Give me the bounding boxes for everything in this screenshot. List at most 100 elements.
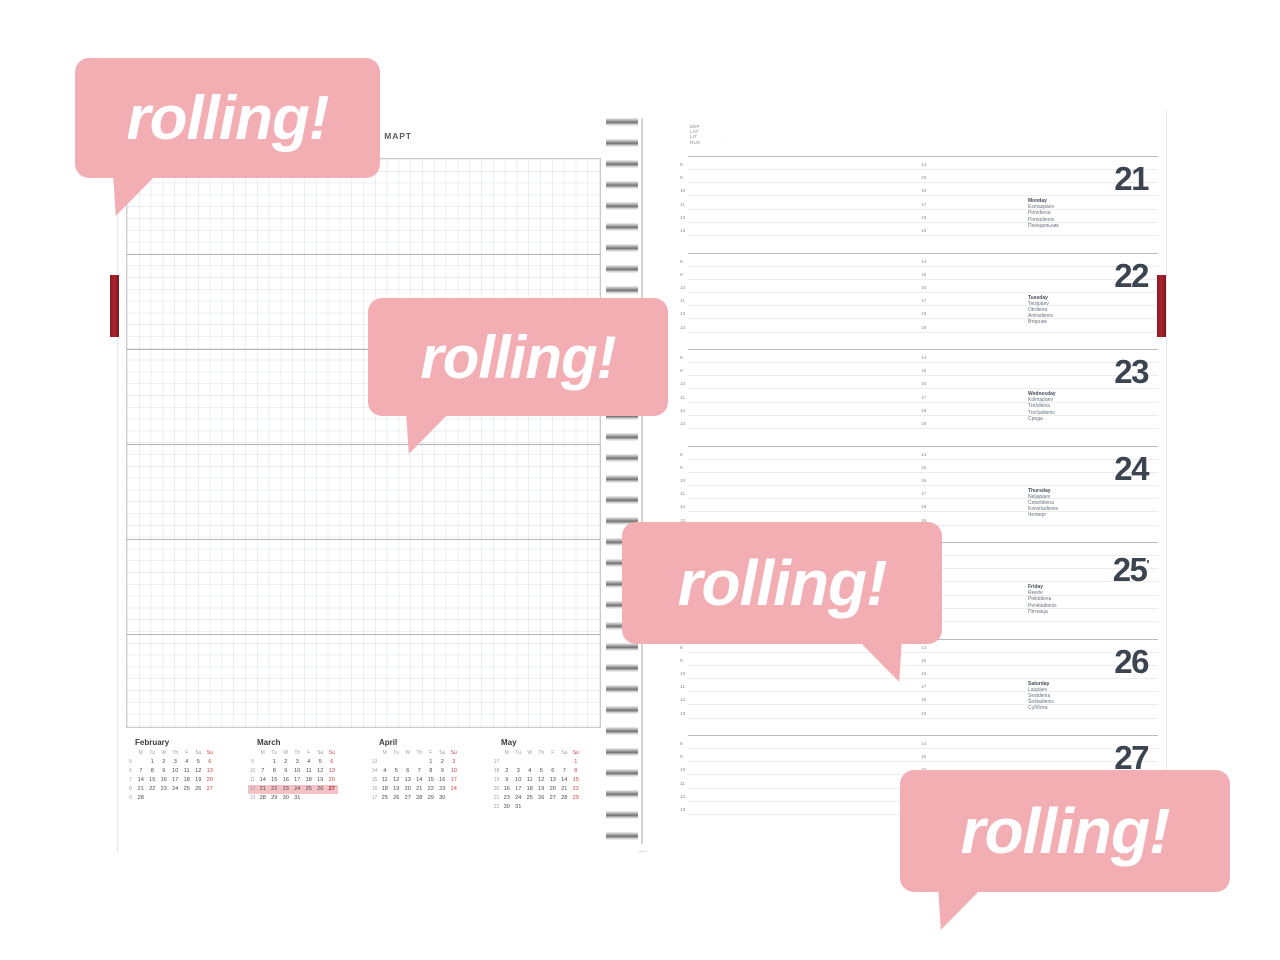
mini-calendar-day[interactable] (547, 758, 559, 767)
time-slot-line[interactable] (688, 318, 1158, 320)
mini-calendar-day[interactable]: 5 (196, 759, 200, 765)
mini-calendar-day[interactable] (448, 794, 460, 803)
mini-calendar-day[interactable] (379, 758, 391, 767)
mini-calendar-day[interactable]: 9 (284, 768, 288, 774)
mini-calendar[interactable]: March M Tu W Th F Sa Su 9 1 2 3 4 5 6 10 7 8 9 10 11 12 13 11 14… (248, 738, 365, 830)
mini-calendar-day[interactable]: 2 (162, 759, 166, 765)
mini-calendar-day[interactable]: 14 (137, 777, 144, 783)
mini-calendar-day[interactable]: 29 (427, 795, 434, 801)
mini-calendar-day[interactable] (391, 758, 403, 767)
time-slot-line[interactable] (688, 484, 1158, 486)
time-slot-line[interactable] (688, 401, 1158, 403)
time-slot-line[interactable] (688, 265, 1158, 267)
mini-calendar-day[interactable]: 13 (549, 777, 556, 783)
mini-calendar-day[interactable] (536, 803, 548, 812)
time-slot-line[interactable] (688, 195, 1158, 197)
mini-calendar-day[interactable]: 8 (429, 768, 433, 774)
mini-calendar-day[interactable]: 7 (139, 768, 143, 774)
mini-calendar[interactable]: May M Tu W Th F Sa Su 17 1 18 2 3 4 5 6 7 8 19 9 10 11 12 13 14 1… (492, 738, 609, 830)
mini-calendar-day[interactable]: 3 (452, 759, 456, 765)
mini-calendar-day[interactable]: 21 (137, 786, 144, 792)
mini-calendar-day[interactable]: 27 (206, 786, 213, 792)
mini-calendar-day[interactable]: 21 (257, 785, 269, 794)
mini-calendar-day[interactable] (257, 758, 269, 767)
mini-calendar-day[interactable]: 21 (561, 786, 568, 792)
mini-calendar-day[interactable]: 6 (208, 759, 212, 765)
day-row[interactable]: 8 14 9 15 10 16 11 17 12 18 13 19 25' Friday Reede Piek… (646, 542, 1166, 639)
mini-calendar-day[interactable]: 25 (381, 795, 388, 801)
mini-calendar-day[interactable] (524, 803, 536, 812)
mini-calendar-day[interactable] (402, 758, 414, 767)
mini-calendar-day[interactable]: 29 (271, 795, 278, 801)
mini-calendar-day[interactable]: 23 (280, 785, 292, 794)
mini-calendar-day[interactable]: 2 (284, 759, 288, 765)
time-slot-line[interactable] (688, 428, 1158, 429)
mini-calendar-day[interactable]: 3 (173, 759, 177, 765)
notes-grid[interactable] (126, 158, 601, 728)
time-slot-line[interactable] (688, 182, 1158, 184)
time-slot-line[interactable] (688, 471, 1158, 473)
mini-calendar-day[interactable] (559, 803, 571, 812)
mini-calendar-day[interactable]: 23 (160, 786, 167, 792)
mini-calendar-day[interactable]: 22 (572, 786, 579, 792)
time-slot-line[interactable] (688, 278, 1158, 280)
time-slot-line[interactable] (688, 291, 1158, 293)
time-slot-line[interactable] (688, 761, 1158, 763)
day-row[interactable]: 8 14 9 15 10 16 11 17 12 18 13 19 26 Saturday Laupäev S… (646, 638, 1166, 736)
mini-calendar-day[interactable]: 8 (272, 768, 276, 774)
mini-calendar-day[interactable] (414, 758, 426, 767)
mini-calendar-day[interactable]: 2 (440, 759, 444, 765)
mini-calendar-day[interactable]: 5 (394, 768, 398, 774)
mini-calendar-day[interactable]: 19 (195, 777, 202, 783)
mini-calendar-day[interactable]: 19 (393, 786, 400, 792)
mini-calendar-day[interactable]: 27 (549, 795, 556, 801)
mini-calendar-day[interactable]: 7 (261, 768, 265, 774)
mini-calendar-day[interactable]: 22 (149, 786, 156, 792)
mini-calendar-day[interactable]: 4 (185, 759, 189, 765)
mini-calendar-day[interactable]: 17 (450, 777, 457, 783)
mini-calendar-day[interactable]: 27 (404, 795, 411, 801)
mini-calendar-day[interactable]: 23 (503, 795, 510, 801)
time-slot-line[interactable] (688, 331, 1158, 333)
mini-calendar-day[interactable] (547, 803, 559, 812)
mini-calendar-day[interactable]: 12 (393, 777, 400, 783)
mini-calendar-day[interactable]: 6 (330, 759, 334, 765)
time-slot-line[interactable] (688, 208, 1158, 210)
mini-calendar-day[interactable]: 10 (450, 768, 457, 774)
time-slot-line[interactable] (688, 388, 1158, 390)
mini-calendar-day[interactable]: 27 (326, 785, 338, 794)
mini-calendar-day[interactable]: 10 (294, 768, 301, 774)
time-slot-line[interactable] (688, 511, 1158, 513)
mini-calendar-day[interactable]: 26 (314, 785, 326, 794)
mini-calendar-day[interactable]: 25 (526, 795, 533, 801)
mini-calendar[interactable]: April M Tu W Th F Sa Su 13 1 2 3 14 4 5 6 7 8 9 10 15 11 12 13 1… (370, 738, 487, 830)
mini-calendar-day[interactable]: 12 (538, 777, 545, 783)
mini-calendar-day[interactable]: 4 (528, 768, 532, 774)
time-slot-line[interactable] (688, 717, 1158, 719)
mini-calendar-day[interactable]: 28 (561, 795, 568, 801)
time-slot-line[interactable] (688, 375, 1158, 377)
mini-calendar-day[interactable]: 15 (572, 777, 579, 783)
mini-calendar-day[interactable]: 25 (183, 786, 190, 792)
mini-calendar-day[interactable]: 28 (416, 795, 423, 801)
mini-calendar-day[interactable]: 30 (282, 795, 289, 801)
mini-calendar-day[interactable] (315, 794, 327, 803)
time-slot-line[interactable] (688, 581, 1158, 583)
mini-calendar-day[interactable]: 10 (172, 768, 179, 774)
mini-calendar-day[interactable]: 28 (259, 795, 266, 801)
mini-calendar-day[interactable]: 17 (515, 786, 522, 792)
mini-calendar-day[interactable]: 28 (137, 795, 144, 801)
mini-calendar-day[interactable]: 9 (162, 768, 166, 774)
mini-calendar-day[interactable]: 14 (416, 777, 423, 783)
mini-calendar-day[interactable]: 5 (318, 759, 322, 765)
mini-calendar-day[interactable]: 7 (562, 768, 566, 774)
mini-calendar-day[interactable]: 26 (195, 786, 202, 792)
day-row[interactable]: 8 14 9 15 10 16 11 17 12 18 13 19 24 Thursday Neljapäe… (646, 445, 1166, 543)
time-slot-line[interactable] (688, 774, 1158, 776)
mini-calendar-day[interactable]: 12 (195, 768, 202, 774)
time-slot-line[interactable] (688, 524, 1158, 526)
mini-calendar-day[interactable] (303, 794, 315, 803)
time-slot-line[interactable] (688, 621, 1158, 622)
mini-calendar-day[interactable] (204, 794, 216, 803)
time-slot-line[interactable] (688, 555, 1158, 556)
